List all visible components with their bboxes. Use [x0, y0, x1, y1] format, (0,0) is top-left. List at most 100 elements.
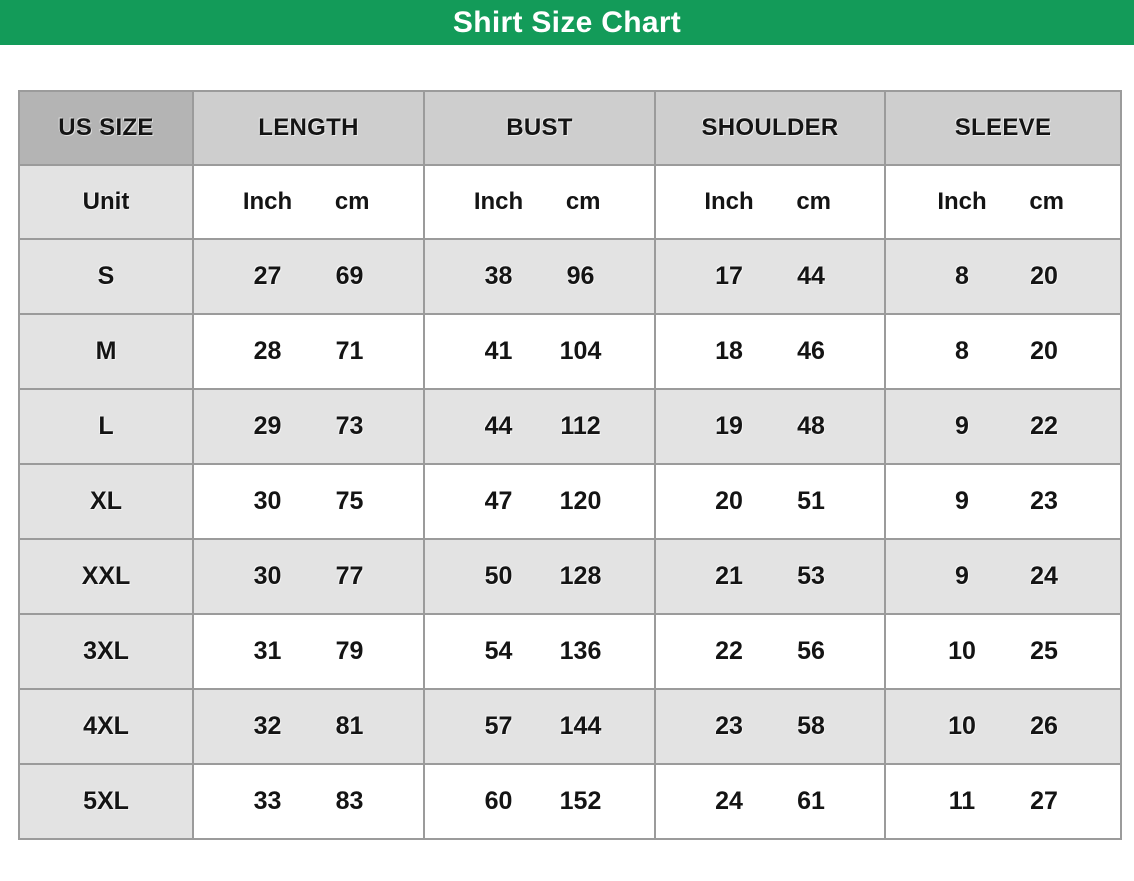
cell-value-cm: 120	[559, 487, 602, 515]
row-size-label: XXL	[18, 538, 194, 615]
cell-value-cm: 46	[797, 337, 825, 365]
cell-value-cm: 27	[1030, 787, 1058, 815]
cell-value-inch: 10	[948, 712, 976, 740]
cell-value-cm: 83	[335, 787, 364, 815]
cell-sleeve: 9 22	[884, 388, 1122, 465]
cell-bust: 38 96	[423, 238, 656, 315]
cell-value-cm: 75	[335, 487, 364, 515]
cell-value-cm: 22	[1030, 412, 1058, 440]
cell-value-inch: 10	[948, 637, 976, 665]
unit-inch-label: Inch	[473, 188, 524, 215]
cell-value-inch: 22	[715, 637, 743, 665]
cell-value-inch: 17	[715, 262, 743, 290]
unit-cell-shoulder: Inch cm	[654, 164, 886, 240]
cell-value-inch: 44	[484, 412, 513, 440]
column-header-length: LENGTH	[192, 90, 425, 166]
cell-bust: 50 128	[423, 538, 656, 615]
cell-value-inch: 23	[715, 712, 743, 740]
cell-value-inch: 41	[484, 337, 513, 365]
cell-value-inch: 18	[715, 337, 743, 365]
table-row-4xl: 4XL 32 81 57 144 23 58 10 26	[18, 688, 1122, 765]
row-size-label: 5XL	[18, 763, 194, 840]
cell-length: 28 71	[192, 313, 425, 390]
row-size-label: S	[18, 238, 194, 315]
cell-bust: 54 136	[423, 613, 656, 690]
cell-value-cm: 69	[335, 262, 364, 290]
cell-length: 29 73	[192, 388, 425, 465]
unit-cell-bust: Inch cm	[423, 164, 656, 240]
cell-value-inch: 20	[715, 487, 743, 515]
cell-value-inch: 57	[484, 712, 513, 740]
cell-value-inch: 9	[955, 487, 969, 515]
cell-bust: 57 144	[423, 688, 656, 765]
cell-sleeve: 9 24	[884, 538, 1122, 615]
table-row-3xl: 3XL 31 79 54 136 22 56 10 25	[18, 613, 1122, 690]
cell-value-cm: 61	[797, 787, 825, 815]
row-size-label: 3XL	[18, 613, 194, 690]
table-row-5xl: 5XL 33 83 60 152 24 61 11 27	[18, 763, 1122, 840]
unit-row: Unit Inch cm Inch cm Inch cm Inch cm	[18, 164, 1122, 240]
table-row-l: L 29 73 44 112 19 48 9 22	[18, 388, 1122, 465]
cell-value-inch: 60	[484, 787, 513, 815]
cell-value-cm: 152	[559, 787, 602, 815]
unit-inch-label: Inch	[937, 188, 987, 215]
cell-sleeve: 11 27	[884, 763, 1122, 840]
cell-value-inch: 54	[484, 637, 513, 665]
cell-value-cm: 77	[335, 562, 364, 590]
cell-sleeve: 8 20	[884, 313, 1122, 390]
cell-value-cm: 24	[1030, 562, 1058, 590]
title-banner: Shirt Size Chart	[0, 0, 1134, 45]
cell-sleeve: 10 26	[884, 688, 1122, 765]
cell-value-inch: 11	[948, 787, 976, 815]
cell-value-inch: 21	[715, 562, 743, 590]
cell-value-inch: 28	[253, 337, 282, 365]
cell-shoulder: 23 58	[654, 688, 886, 765]
cell-value-inch: 8	[955, 337, 969, 365]
cell-value-inch: 8	[955, 262, 969, 290]
column-header-bust: BUST	[423, 90, 656, 166]
cell-bust: 60 152	[423, 763, 656, 840]
cell-sleeve: 10 25	[884, 613, 1122, 690]
cell-value-cm: 53	[797, 562, 825, 590]
cell-value-cm: 20	[1030, 262, 1058, 290]
column-header-shoulder: SHOULDER	[654, 90, 886, 166]
cell-value-cm: 79	[335, 637, 364, 665]
cell-value-inch: 31	[253, 637, 282, 665]
cell-value-cm: 81	[335, 712, 364, 740]
cell-value-inch: 19	[715, 412, 743, 440]
cell-bust: 44 112	[423, 388, 656, 465]
header-row: US SIZE LENGTH BUST SHOULDER SLEEVE	[18, 90, 1122, 166]
cell-length: 30 75	[192, 463, 425, 540]
cell-value-cm: 144	[559, 712, 602, 740]
unit-row-label: Unit	[18, 164, 194, 240]
cell-value-inch: 24	[715, 787, 743, 815]
cell-value-cm: 136	[559, 637, 602, 665]
cell-value-cm: 58	[797, 712, 825, 740]
cell-length: 32 81	[192, 688, 425, 765]
cell-shoulder: 24 61	[654, 763, 886, 840]
cell-value-inch: 9	[955, 562, 969, 590]
unit-cm-label: cm	[334, 188, 370, 215]
cell-shoulder: 19 48	[654, 388, 886, 465]
table-row-xxl: XXL 30 77 50 128 21 53 9 24	[18, 538, 1122, 615]
cell-bust: 41 104	[423, 313, 656, 390]
cell-shoulder: 20 51	[654, 463, 886, 540]
cell-value-cm: 51	[797, 487, 825, 515]
unit-cm-label: cm	[1029, 188, 1065, 215]
cell-value-inch: 33	[253, 787, 282, 815]
row-size-label: M	[18, 313, 194, 390]
row-size-label: 4XL	[18, 688, 194, 765]
cell-shoulder: 18 46	[654, 313, 886, 390]
table-row-s: S 27 69 38 96 17 44 8 20	[18, 238, 1122, 315]
cell-value-inch: 32	[253, 712, 282, 740]
cell-value-inch: 30	[253, 562, 282, 590]
unit-cm-label: cm	[796, 188, 832, 215]
cell-value-cm: 44	[797, 262, 825, 290]
cell-value-cm: 23	[1030, 487, 1058, 515]
unit-cell-length: Inch cm	[192, 164, 425, 240]
cell-value-inch: 9	[955, 412, 969, 440]
cell-shoulder: 21 53	[654, 538, 886, 615]
unit-cm-label: cm	[565, 188, 601, 215]
table-row-xl: XL 30 75 47 120 20 51 9 23	[18, 463, 1122, 540]
cell-length: 27 69	[192, 238, 425, 315]
